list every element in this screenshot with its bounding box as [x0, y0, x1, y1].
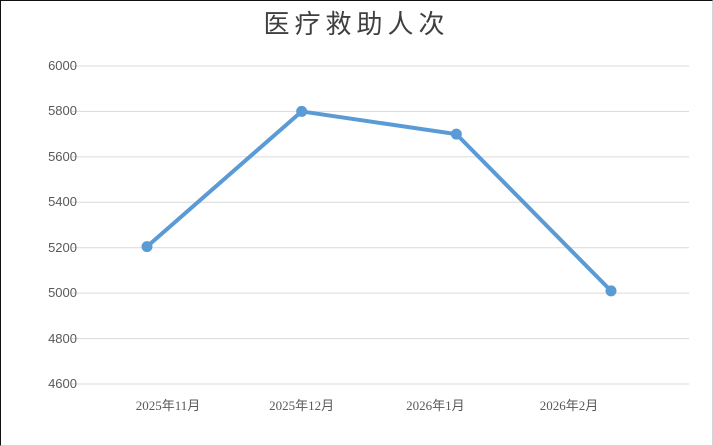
y-axis-tick-label: 4800	[48, 330, 77, 346]
x-axis-tick-label: 2025年11月	[135, 398, 201, 413]
y-axis-tick-label: 4600	[48, 376, 77, 391]
data-point-marker	[605, 285, 617, 297]
x-axis-tick-label: 2026年2月	[539, 398, 599, 413]
y-axis-tick-label: 5200	[48, 239, 77, 255]
chart-title: 医疗救助人次	[263, 10, 450, 39]
y-axis-tick-label: 5800	[48, 103, 77, 119]
y-axis-tick-label: 5600	[48, 148, 77, 164]
x-axis-tick-label: 2025年12月	[269, 398, 335, 413]
y-axis-tick-label: 5000	[48, 285, 77, 301]
data-point-marker	[296, 105, 308, 117]
x-axis-tick-label: 2026年1月	[406, 398, 465, 413]
data-point-marker	[141, 241, 153, 253]
data-point-marker	[450, 128, 462, 140]
y-axis-tick-label: 5400	[48, 194, 77, 210]
series-line	[145, 109, 614, 293]
y-axis-tick-label: 6000	[48, 58, 77, 73]
